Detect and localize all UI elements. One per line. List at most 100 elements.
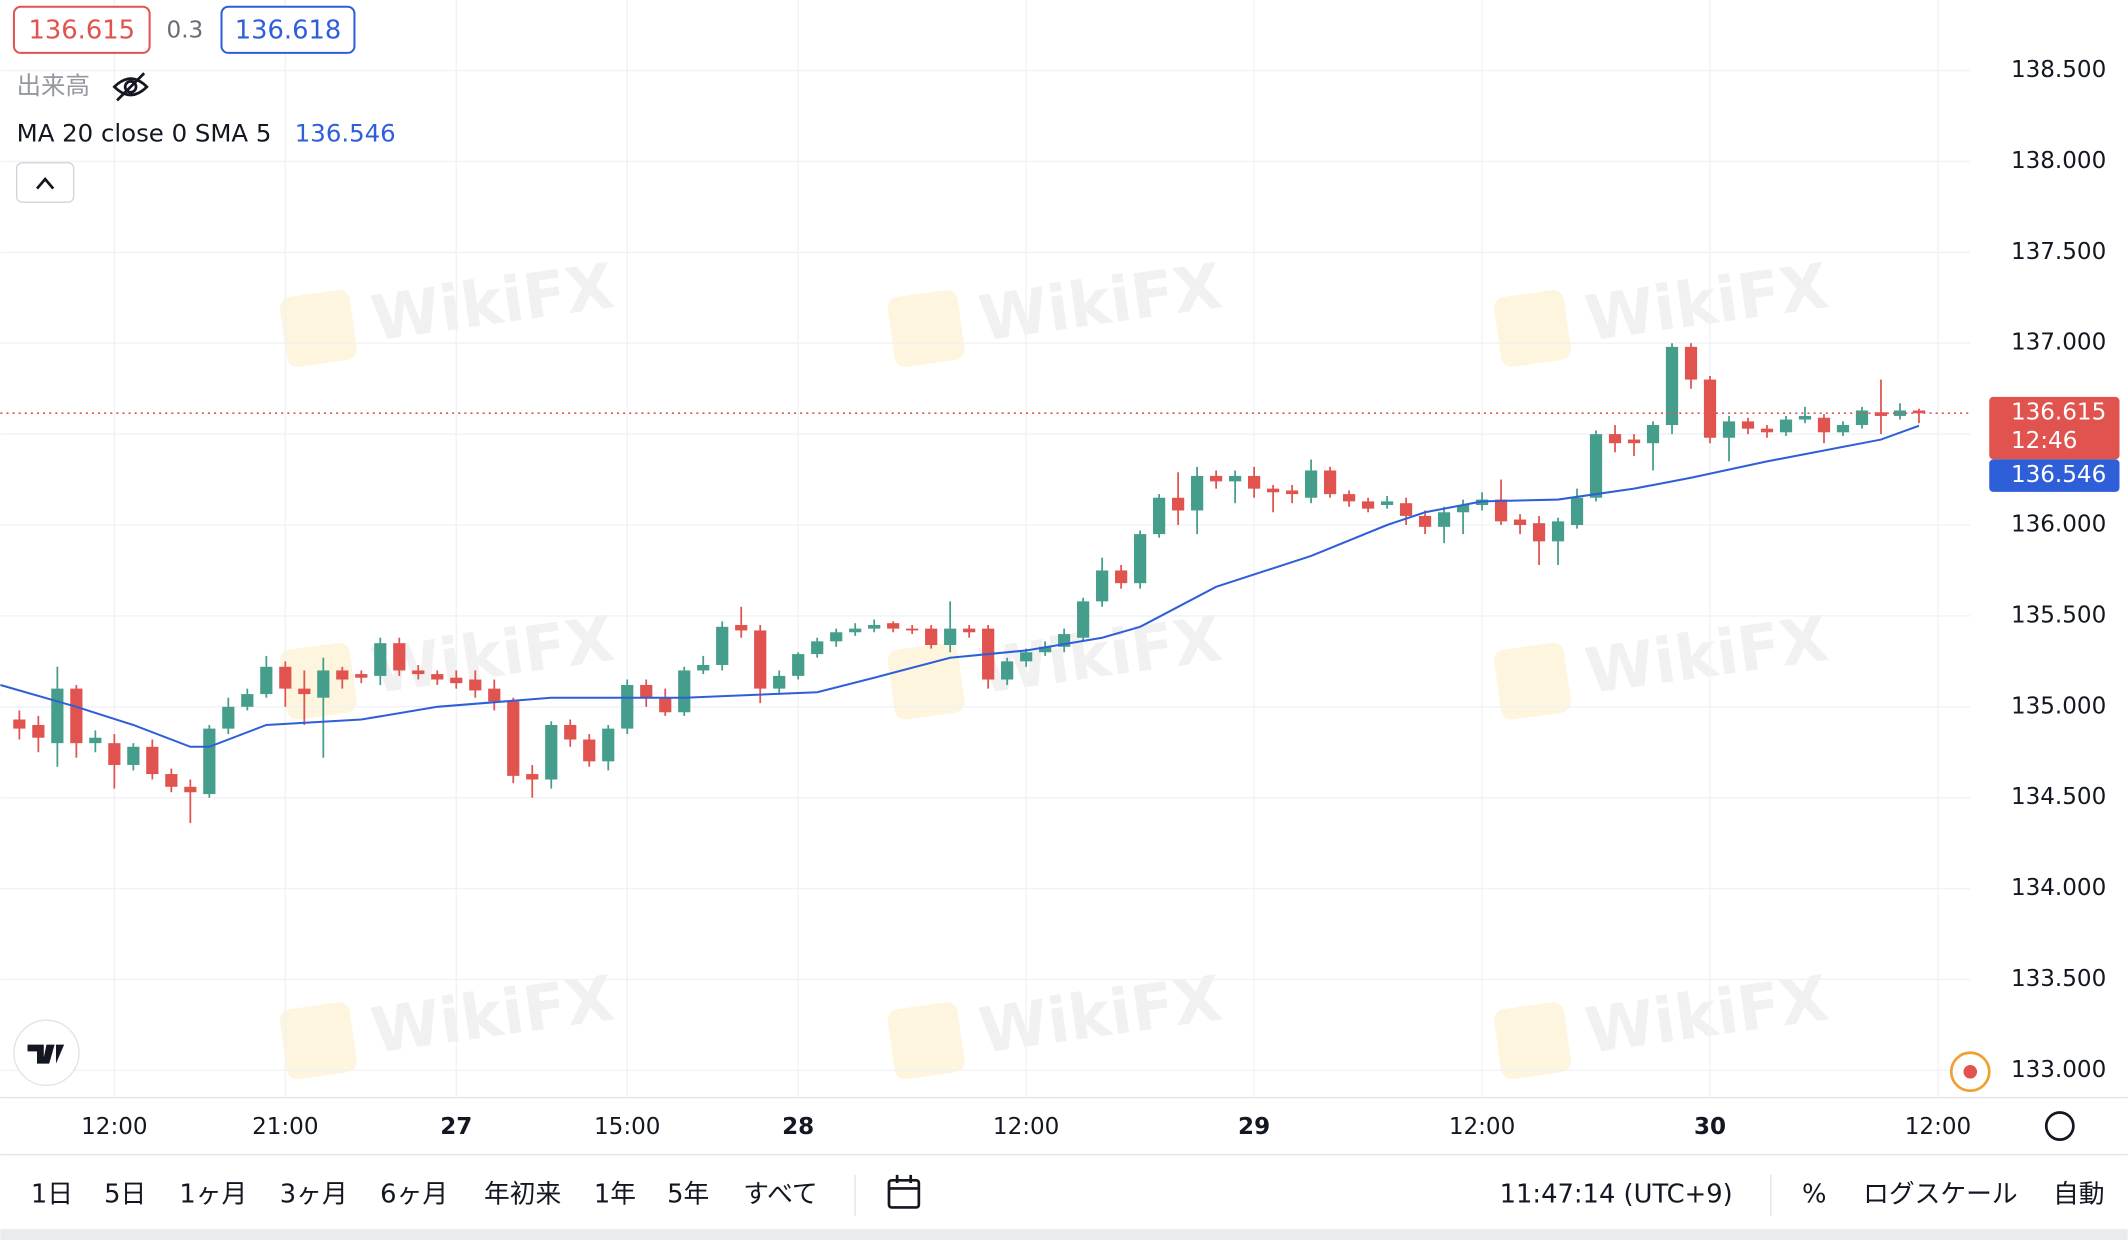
candle-body [1191, 475, 1204, 511]
watermark: WikiFX [887, 249, 1227, 367]
candle-body [13, 719, 26, 729]
candle-body [1836, 425, 1850, 433]
candle-body [1760, 428, 1774, 433]
date-range-icon[interactable] [887, 1174, 921, 1209]
bid-price: 136.615 [28, 16, 135, 46]
candle-body [241, 694, 254, 707]
candle-body [412, 670, 425, 675]
range-button[interactable]: 6ヶ月 [380, 1180, 448, 1210]
tv-logo-mark [27, 1044, 65, 1064]
candle-body [1172, 497, 1185, 511]
y-tick-label: 137.500 [2011, 239, 2106, 265]
ma-badge-label: 136.546 [2011, 462, 2106, 488]
candle-body [260, 666, 273, 695]
log-scale-toggle[interactable]: ログスケール [1863, 1180, 2018, 1210]
candle-body [203, 728, 216, 795]
candle-body [222, 706, 235, 729]
candle-body [450, 677, 463, 684]
last-price-badge [1989, 396, 2120, 460]
candle-body [963, 628, 976, 633]
watermark: WikiFX [1494, 249, 1833, 367]
candle-body [1020, 652, 1033, 662]
countdown-label: 12:46 [2011, 428, 2077, 454]
candle-body [944, 628, 957, 645]
candle-body [1722, 421, 1736, 438]
candle-body [1779, 419, 1793, 433]
candle-body [1266, 488, 1280, 493]
x-tick-label: 12:00 [81, 1114, 147, 1140]
candle-body [1153, 497, 1166, 535]
candle-body [811, 641, 824, 655]
candle-body [1513, 519, 1527, 526]
candle-body [1361, 501, 1375, 509]
candle-body [89, 737, 102, 744]
candle-body [70, 688, 83, 744]
x-tick-label: 29 [1238, 1114, 1270, 1140]
percent-toggle[interactable]: % [1802, 1180, 1826, 1210]
ask-box [220, 5, 356, 54]
candle-body [773, 675, 786, 689]
x-tick-label: 21:00 [252, 1114, 318, 1140]
candle-body [1589, 434, 1603, 498]
watermark-text: WikiFX [367, 961, 619, 1067]
y-tick-label: 138.500 [2011, 57, 2106, 83]
candle-body [830, 632, 843, 642]
candle-body [1248, 475, 1261, 489]
volume-label: 出来高 [17, 71, 90, 100]
range-button[interactable]: 3ヶ月 [280, 1180, 348, 1210]
candle-body [1817, 417, 1831, 433]
watermark-text: WikiFX [975, 249, 1227, 355]
candle-body [526, 774, 539, 780]
candle-body [1456, 505, 1470, 513]
candle-body [51, 688, 64, 744]
watermark-text: WikiFX [975, 602, 1227, 708]
candle-body [1134, 534, 1147, 584]
candle-body [1399, 503, 1413, 516]
candle-body [1912, 410, 1926, 414]
candle-body [1039, 646, 1052, 653]
candle-body [469, 679, 482, 691]
candle-body [735, 624, 748, 631]
ma-badge [1989, 459, 2120, 492]
candle-body [1798, 415, 1812, 420]
grid [0, 0, 1971, 1097]
ma-line [0, 424, 1920, 748]
candle-body [678, 670, 691, 713]
candle-body [792, 654, 805, 676]
candle-body [184, 786, 197, 793]
range-button[interactable]: 5年 [667, 1180, 709, 1210]
spread: 0.3 [167, 18, 204, 44]
range-button[interactable]: 5日 [104, 1180, 146, 1210]
candle-body [906, 628, 919, 631]
hide-icon[interactable] [112, 72, 149, 102]
range-button[interactable]: 1ヶ月 [179, 1180, 247, 1210]
range-button[interactable]: 年初来 [484, 1180, 561, 1210]
clock[interactable]: 11:47:14 (UTC+9) [1500, 1180, 1733, 1210]
x-tick-label: 12:00 [1449, 1114, 1515, 1140]
auto-toggle[interactable]: 自動 [2053, 1180, 2105, 1210]
collapse-icon [35, 176, 55, 190]
candle-body [336, 670, 349, 680]
range-button[interactable]: すべて [743, 1180, 817, 1210]
range-button[interactable]: 1年 [594, 1180, 636, 1210]
candle-body [32, 724, 45, 738]
y-tick-label: 134.500 [2011, 784, 2106, 810]
range-button[interactable]: 1日 [31, 1180, 73, 1210]
record-dot [1963, 1064, 1978, 1079]
candle-body [1077, 601, 1090, 638]
candle-body [564, 724, 577, 740]
candle-body [1855, 410, 1869, 426]
indicator-name: MA 20 close 0 SMA 5 [17, 118, 272, 147]
candle-body [146, 746, 159, 775]
x-tick-label: 28 [782, 1114, 814, 1140]
candle-body [697, 664, 710, 671]
ask-price: 136.618 [235, 16, 342, 46]
x-tick-label: 12:00 [1905, 1114, 1971, 1140]
candle-body [1741, 421, 1755, 429]
collapse-button[interactable] [15, 162, 75, 203]
x-tick-label: 15:00 [594, 1114, 660, 1140]
y-tick-label: 135.500 [2011, 602, 2106, 628]
watermark: WikiFX [1494, 602, 1833, 720]
settings-icon[interactable] [2044, 1111, 2075, 1141]
